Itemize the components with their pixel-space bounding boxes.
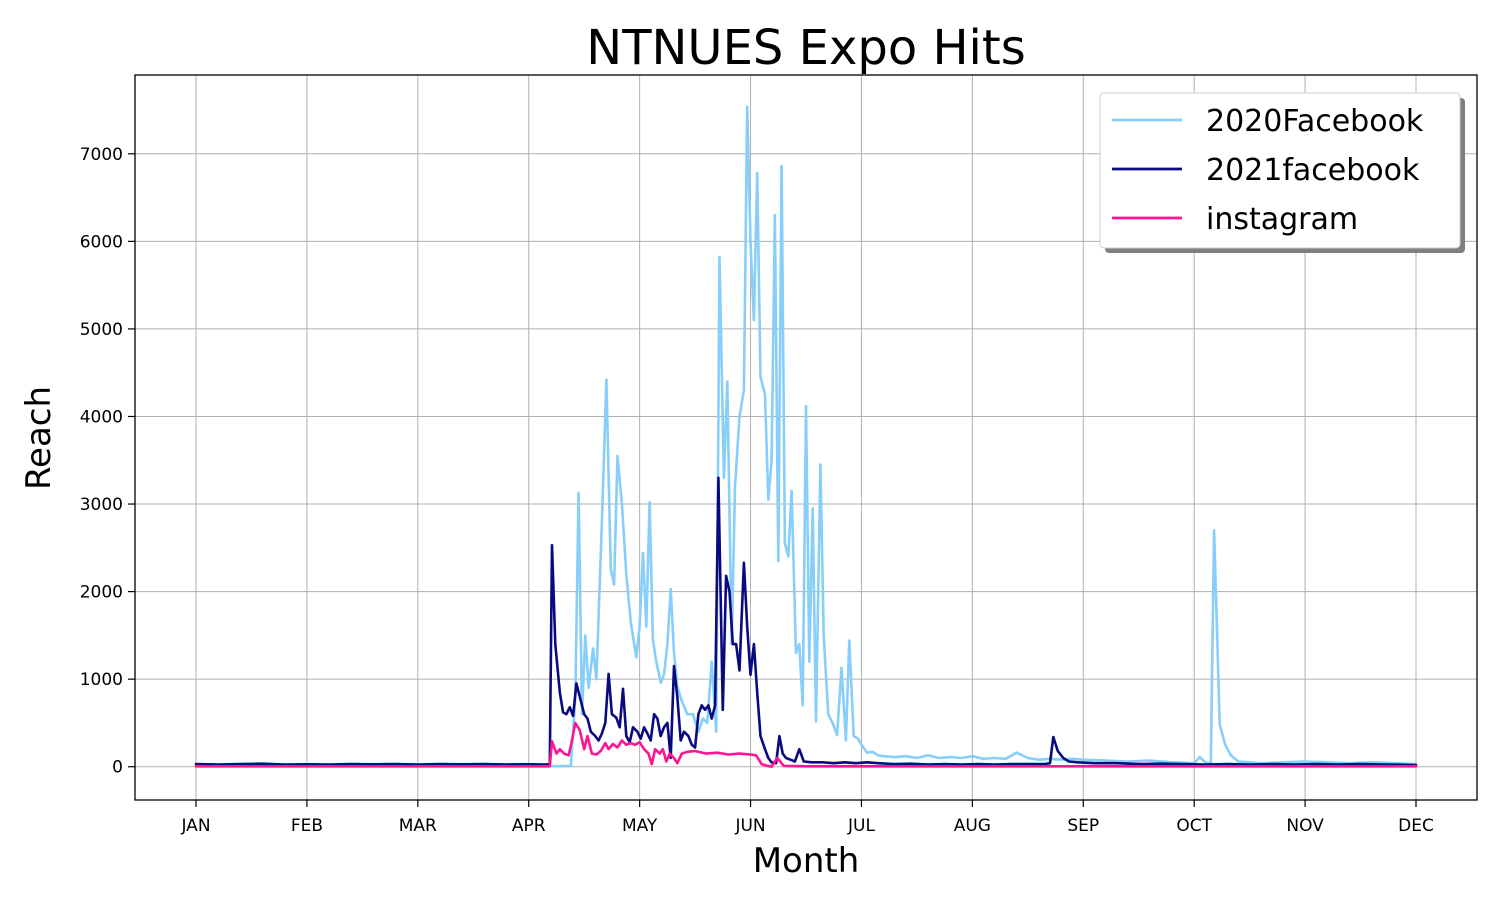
x-tick-label: NOV bbox=[1286, 816, 1324, 836]
x-tick-label: AUG bbox=[954, 816, 991, 836]
y-tick-label: 5000 bbox=[80, 320, 123, 340]
chart-title: NTNUES Expo Hits bbox=[586, 20, 1025, 76]
x-tick-label: JUN bbox=[734, 816, 765, 836]
y-tick-label: 7000 bbox=[80, 145, 123, 165]
x-axis-label: Month bbox=[753, 841, 860, 881]
legend-box bbox=[1099, 92, 1461, 249]
x-tick-label: MAY bbox=[622, 816, 658, 836]
x-tick-label: MAR bbox=[399, 816, 437, 836]
y-tick-label: 1000 bbox=[80, 670, 123, 690]
legend-label: 2021facebook bbox=[1206, 153, 1420, 188]
y-tick-label: 0 bbox=[112, 758, 123, 778]
y-tick-label: 6000 bbox=[80, 232, 123, 252]
x-tick-label: OCT bbox=[1176, 816, 1212, 836]
x-tick-label: DEC bbox=[1398, 816, 1434, 836]
x-tick-label: JAN bbox=[180, 816, 210, 836]
x-axis: JAN FEB MAR APR MAY JUN JUL AUG SEP OCT NOV DEC bbox=[180, 800, 1434, 836]
series-line-instagram bbox=[194, 721, 1418, 768]
legend-label: 2020Facebook bbox=[1206, 104, 1424, 139]
y-axis: 0 1000 2000 3000 4000 5000 6000 7000 bbox=[80, 145, 135, 778]
plot-area bbox=[194, 105, 1418, 768]
plot-frame bbox=[134, 74, 1478, 801]
legend-label: instagram bbox=[1206, 202, 1358, 237]
legend: 2020Facebook 2021facebook instagram bbox=[1099, 92, 1465, 253]
series-line-2020Facebook bbox=[194, 105, 1418, 768]
y-tick-label: 3000 bbox=[80, 495, 123, 515]
series-line-2021facebook bbox=[194, 476, 1418, 767]
y-axis-label: Reach bbox=[19, 386, 59, 490]
x-tick-label: SEP bbox=[1067, 816, 1099, 836]
x-tick-label: FEB bbox=[291, 816, 323, 836]
x-tick-label: JUL bbox=[847, 816, 875, 836]
y-tick-label: 4000 bbox=[80, 407, 123, 427]
x-tick-label: APR bbox=[512, 816, 546, 836]
y-tick-label: 2000 bbox=[80, 583, 123, 603]
